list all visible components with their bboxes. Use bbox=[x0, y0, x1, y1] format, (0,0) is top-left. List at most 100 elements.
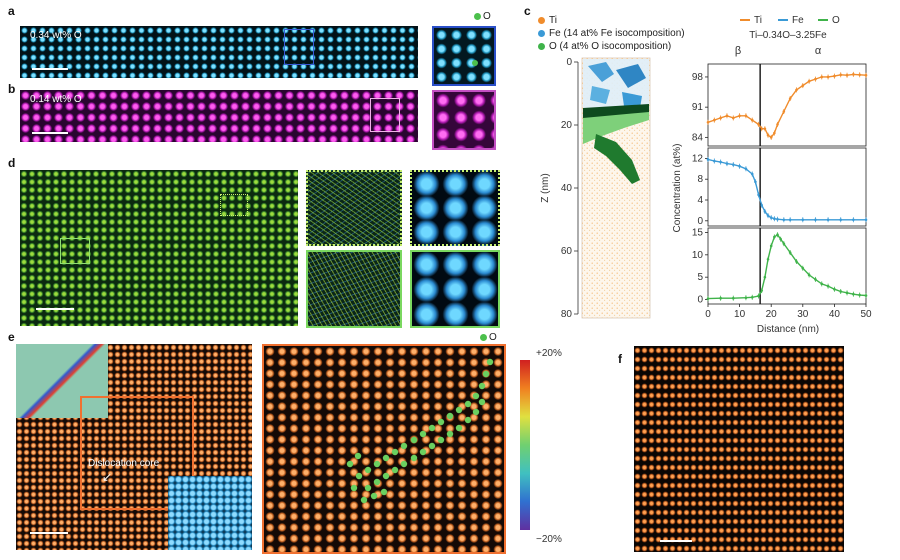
subplot-frame-fe bbox=[707, 147, 867, 227]
panel-e-label: e bbox=[8, 330, 15, 344]
data-point-ti bbox=[713, 118, 716, 122]
data-point-ti bbox=[864, 73, 868, 77]
zoom-box-a bbox=[284, 29, 314, 65]
zoom-box-b bbox=[370, 98, 400, 132]
data-point-ti bbox=[725, 114, 729, 118]
panel-d-label: d bbox=[8, 156, 16, 170]
data-point-o bbox=[820, 282, 824, 286]
data-point-o bbox=[773, 235, 776, 239]
inset-legend-e: O bbox=[480, 332, 497, 343]
data-point-fe bbox=[713, 159, 716, 163]
legend-ti: Ti bbox=[754, 15, 762, 26]
dislocation-zoom-image bbox=[262, 344, 506, 554]
data-point-ti bbox=[738, 114, 741, 118]
atom-inset-e bbox=[168, 476, 252, 550]
data-point-fe bbox=[788, 218, 792, 222]
data-point-ti bbox=[719, 116, 722, 120]
panel-b-label: b bbox=[8, 82, 16, 96]
series-line-fe bbox=[707, 158, 866, 221]
panel-c-label: c bbox=[524, 4, 531, 18]
ytick-label-fe-1: 4 bbox=[697, 195, 703, 206]
panel-a-label: a bbox=[8, 4, 15, 18]
data-point-o bbox=[763, 275, 767, 279]
data-point-fe bbox=[852, 218, 855, 222]
ytick-label-ti-2: 98 bbox=[692, 72, 704, 83]
data-point-fe bbox=[731, 163, 735, 166]
o-legend-dot bbox=[538, 43, 545, 50]
data-point-ti bbox=[839, 73, 843, 77]
recon-tick-0: 0 bbox=[566, 57, 572, 68]
data-point-o bbox=[864, 294, 868, 297]
data-point-fe bbox=[754, 180, 757, 184]
scale-bar-a bbox=[32, 68, 68, 70]
data-point-ti bbox=[795, 88, 798, 92]
data-point-o bbox=[776, 233, 779, 237]
zoom-box-d-solid bbox=[60, 238, 90, 264]
data-point-ti bbox=[757, 123, 760, 126]
data-point-o bbox=[719, 296, 722, 300]
data-point-o bbox=[766, 257, 770, 261]
legend-fe: Fe bbox=[792, 15, 804, 26]
data-point-fe bbox=[766, 214, 770, 217]
recon-tick-20: 20 bbox=[561, 120, 573, 131]
data-point-o bbox=[858, 293, 861, 297]
recon-tick-40: 40 bbox=[561, 183, 573, 194]
data-point-ti bbox=[782, 110, 786, 113]
xtick-label-2: 20 bbox=[766, 309, 778, 320]
data-point-fe bbox=[763, 210, 767, 213]
legend-item-ti: Ti bbox=[538, 14, 685, 27]
data-point-ti bbox=[801, 84, 805, 87]
legend-o: O bbox=[832, 15, 840, 26]
panel-c-legend: Ti Fe (14 at% Fe isocomposition) O (4 at… bbox=[538, 14, 685, 53]
data-point-ti bbox=[858, 73, 861, 77]
recon-z-label: Z (nm) bbox=[540, 173, 551, 202]
zoom-box-d-dotted bbox=[220, 194, 248, 216]
data-point-fe bbox=[801, 218, 805, 222]
oxygen-legend-label: O bbox=[483, 11, 491, 22]
tem-image-f bbox=[634, 346, 844, 552]
strain-colorbar bbox=[520, 360, 530, 530]
ytick-label-o-0: 0 bbox=[697, 295, 703, 306]
data-point-ti bbox=[788, 97, 792, 100]
data-point-fe bbox=[706, 158, 710, 161]
data-point-o bbox=[757, 294, 760, 298]
xtick-label-0: 0 bbox=[705, 309, 711, 320]
data-point-ti bbox=[833, 74, 836, 78]
recon-tick-80: 80 bbox=[561, 309, 573, 320]
tem-inset-b bbox=[432, 90, 496, 150]
recon-ticks: 0 20 40 60 80 bbox=[561, 57, 578, 320]
ytick-label-fe-3: 12 bbox=[692, 153, 704, 164]
data-point-fe bbox=[839, 218, 843, 222]
data-point-ti bbox=[814, 77, 817, 81]
oxygen-legend-dot-e bbox=[480, 334, 487, 341]
fe-legend-label: Fe (14 at% Fe isocomposition) bbox=[549, 28, 685, 39]
scale-bar-d bbox=[36, 308, 74, 310]
data-point-ti bbox=[760, 127, 764, 131]
phase-alpha-label: α bbox=[815, 45, 822, 57]
data-point-ti bbox=[773, 131, 776, 135]
data-point-o bbox=[782, 242, 786, 245]
ytick-label-ti-0: 84 bbox=[692, 132, 704, 143]
ytick-label-o-3: 15 bbox=[692, 227, 704, 238]
xtick-label-3: 30 bbox=[797, 309, 809, 320]
data-point-fe bbox=[750, 172, 754, 176]
ti-legend-dot bbox=[538, 17, 545, 24]
data-point-ti bbox=[769, 136, 773, 139]
data-point-o bbox=[779, 237, 782, 241]
chart-ylabel: Concentration (at%) bbox=[672, 144, 683, 233]
data-point-fe bbox=[769, 216, 773, 219]
tem-image-d bbox=[20, 170, 298, 326]
data-point-fe bbox=[773, 217, 776, 221]
data-point-o bbox=[731, 296, 735, 300]
ytick-label-fe-2: 8 bbox=[697, 174, 703, 185]
data-point-o bbox=[750, 295, 754, 299]
dislocation-zoom-box bbox=[80, 396, 194, 510]
data-point-ti bbox=[744, 114, 748, 118]
data-point-o bbox=[801, 266, 805, 270]
data-point-fe bbox=[782, 218, 786, 222]
data-point-o bbox=[744, 296, 748, 300]
data-point-fe bbox=[864, 218, 868, 222]
data-point-ti bbox=[776, 123, 779, 126]
data-point-fe bbox=[776, 217, 779, 221]
series-line-o bbox=[707, 233, 867, 300]
